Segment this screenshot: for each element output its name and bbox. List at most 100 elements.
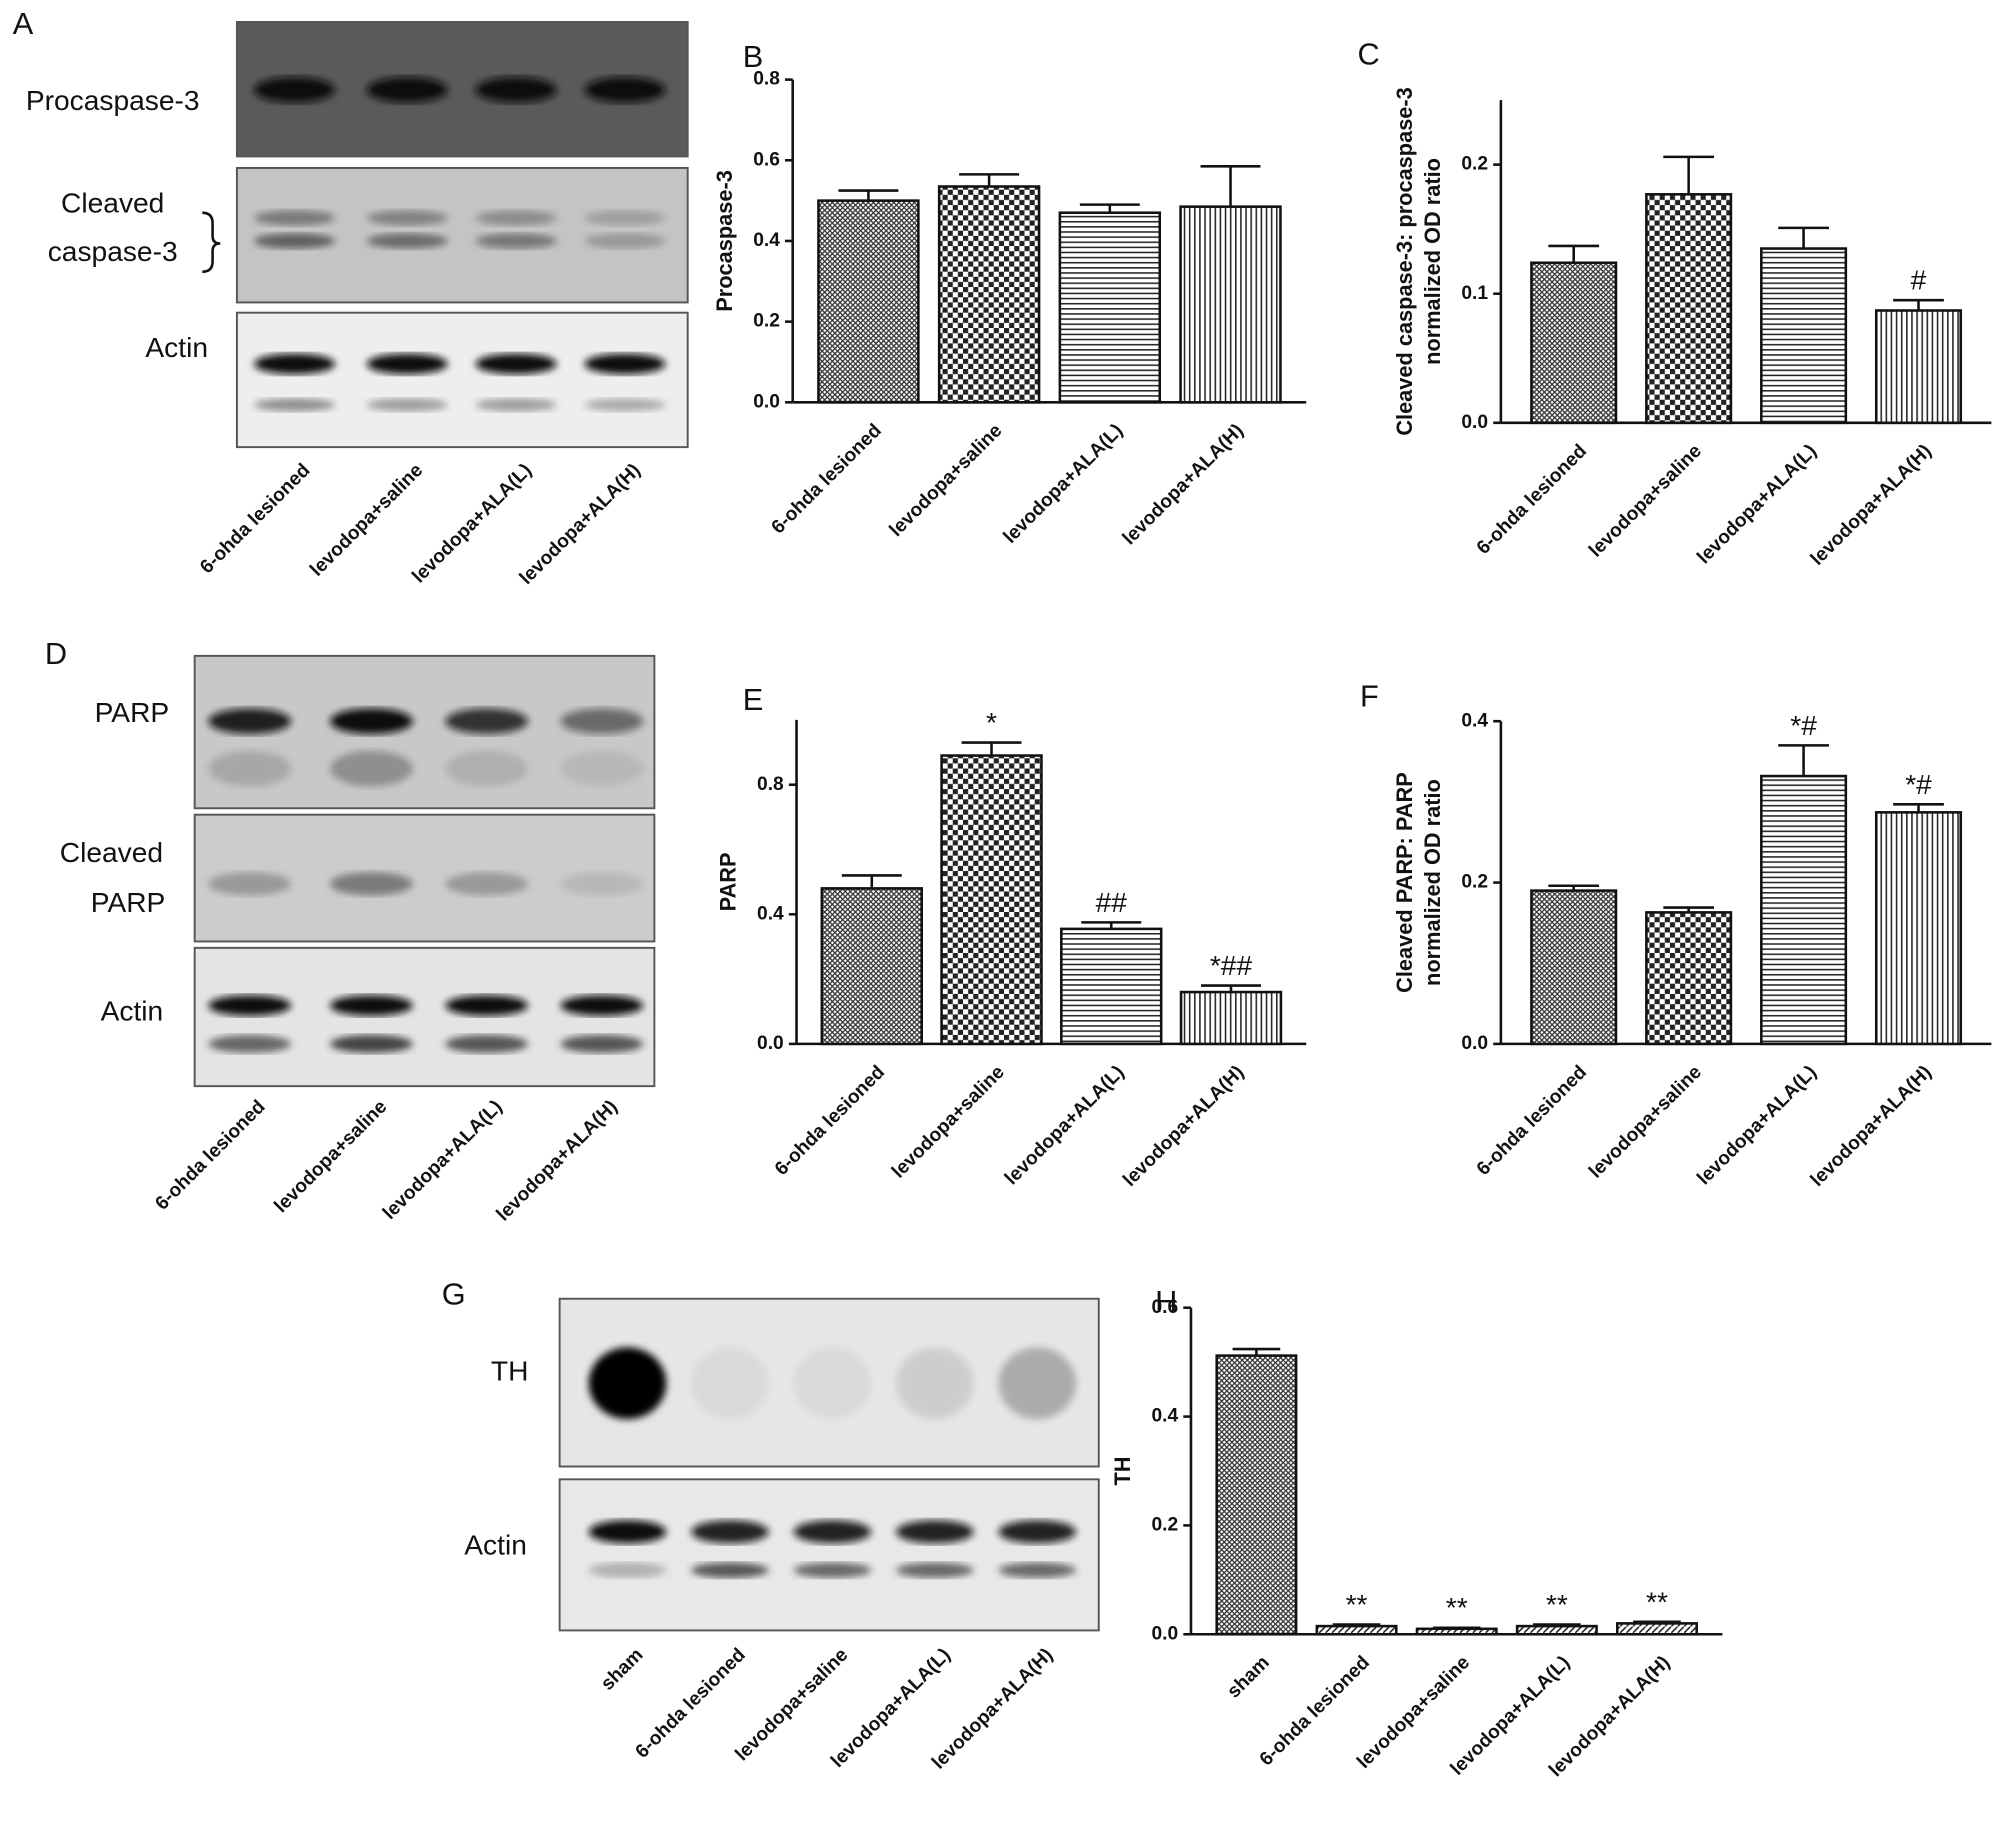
lane-label: levodopa+saline — [306, 460, 427, 581]
y-tick-label: 0.2 — [753, 311, 780, 332]
blot-band — [475, 77, 557, 103]
bar — [820, 887, 924, 1046]
lane-label: levodopa+ALA(H) — [493, 1096, 622, 1225]
x-tick-label: levodopa+ALA(L) — [1001, 1062, 1129, 1190]
blot-band — [366, 353, 448, 375]
y-axis-label: normalized OD ratio — [1420, 158, 1445, 365]
band-label: TH — [491, 1354, 529, 1386]
blot-strip — [558, 1478, 1100, 1632]
bar — [1179, 990, 1283, 1046]
panel-label: C — [1357, 37, 1379, 72]
blot-band — [691, 1347, 769, 1420]
y-axis-label: PARP — [716, 852, 741, 911]
y-axis-label: Cleaved caspase-3: procaspase-3 — [1392, 87, 1417, 435]
blot-band — [253, 233, 336, 249]
x-tick-label: levodopa+ALA(H) — [1119, 1062, 1248, 1191]
blot-band — [560, 872, 644, 896]
y-tick-label: 0.4 — [753, 230, 780, 251]
x-tick-label: levodopa+saline — [886, 420, 1007, 541]
blot-band — [208, 1034, 292, 1053]
y-tick-label: 0.1 — [1461, 283, 1488, 304]
x-tick-label: levodopa+ALA(L) — [1000, 420, 1128, 548]
blot-band — [560, 708, 644, 734]
blot-band — [366, 233, 448, 249]
y-axis-label: normalized OD ratio — [1420, 779, 1445, 986]
blot-band — [584, 398, 666, 412]
bar — [1616, 1622, 1698, 1636]
blot-band — [588, 1562, 667, 1578]
annotation: ** — [1346, 1588, 1368, 1620]
panel-label: D — [45, 636, 67, 671]
y-tick-label: 0.0 — [1151, 1623, 1178, 1644]
x-tick-label: levodopa+ALA(H) — [1119, 420, 1248, 549]
x-tick-label: 6-ohda lesioned — [768, 420, 886, 538]
blot-band — [896, 1520, 974, 1544]
blot-band — [445, 750, 529, 787]
lane-label: levodopa+ALA(L) — [379, 1096, 507, 1224]
y-tick-label: 0.4 — [1461, 710, 1488, 731]
blot-band — [560, 995, 644, 1016]
blot-band — [584, 233, 666, 249]
brace — [202, 211, 221, 273]
band-label: Actin — [145, 331, 208, 363]
bar — [817, 199, 920, 404]
bar — [1760, 774, 1848, 1046]
blot-band — [366, 210, 448, 226]
bar — [1530, 889, 1618, 1046]
bar — [1874, 811, 1963, 1046]
panel-label: F — [1360, 678, 1379, 713]
blot-band — [584, 353, 666, 375]
blot-band — [445, 708, 529, 734]
x-tick-label: 6-ohda lesioned — [1473, 1062, 1591, 1180]
blot-band — [896, 1347, 974, 1420]
bar — [1515, 1624, 1598, 1636]
y-tick-label: 0.2 — [1461, 872, 1488, 893]
x-tick-label: 6-ohda lesioned — [1473, 441, 1591, 559]
band-label: caspase-3 — [48, 235, 178, 267]
annotation: ** — [1546, 1588, 1568, 1620]
blot-band — [475, 398, 557, 412]
blot-band — [584, 210, 666, 226]
blot-band — [560, 750, 644, 787]
lane-label: 6-ohda lesioned — [632, 1644, 750, 1762]
blot-band — [208, 750, 292, 787]
blot-band — [208, 872, 292, 896]
lane-label: 6-ohda lesioned — [152, 1096, 270, 1214]
blot-band — [793, 1520, 872, 1544]
blot-band — [330, 872, 413, 896]
y-axis-label: Procaspase-3 — [712, 170, 737, 312]
x-tick-label: levodopa+saline — [1585, 1062, 1706, 1183]
blot-band — [253, 77, 336, 103]
blot-strip — [235, 311, 689, 449]
bar — [1530, 261, 1618, 425]
blot-band — [998, 1347, 1077, 1420]
y-tick-label: 0.8 — [757, 774, 784, 795]
lane-label: 6-ohda lesioned — [196, 460, 314, 578]
lane-label: levodopa+saline — [732, 1644, 853, 1765]
blot-band — [998, 1562, 1077, 1578]
x-tick-label: levodopa+ALA(H) — [1807, 441, 1936, 570]
bar — [1058, 211, 1162, 404]
band-label: Actin — [464, 1529, 527, 1561]
bar — [1415, 1627, 1498, 1636]
blot-band — [896, 1562, 974, 1578]
annotation: *## — [1210, 949, 1253, 981]
blot-band — [445, 872, 529, 896]
blot-band — [253, 398, 336, 412]
bar — [1060, 927, 1163, 1046]
bar — [1315, 1624, 1398, 1636]
blot-band — [475, 353, 557, 375]
bar — [1645, 911, 1733, 1046]
y-tick-label: 0.2 — [1461, 154, 1488, 175]
x-tick-label: levodopa+ALA(L) — [1693, 441, 1821, 569]
blot-band — [560, 1034, 644, 1053]
bar — [940, 754, 1043, 1046]
blot-band — [330, 995, 413, 1016]
panel-label: A — [13, 6, 34, 41]
annotation: *# — [1790, 709, 1817, 741]
blot-band — [475, 233, 557, 249]
blot-band — [366, 398, 448, 412]
blot-band — [584, 77, 666, 103]
y-tick-label: 0.0 — [1461, 1033, 1488, 1054]
